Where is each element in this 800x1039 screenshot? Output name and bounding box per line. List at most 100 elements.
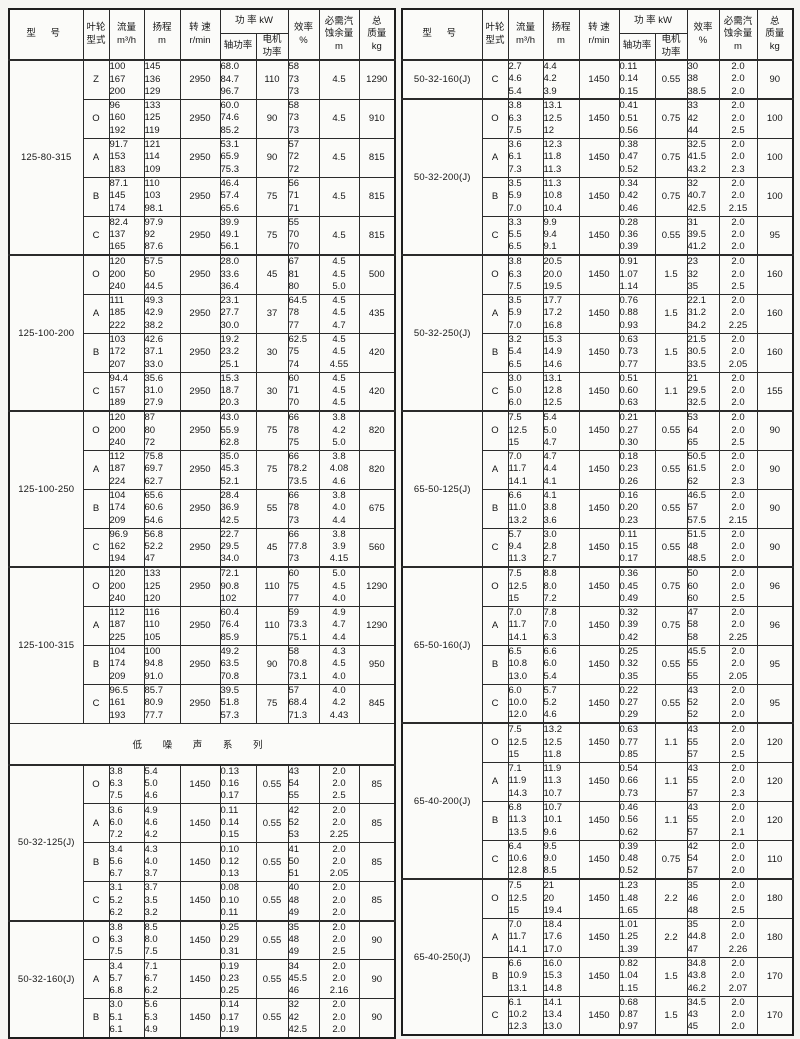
impeller-type-cell: B [481, 644, 509, 685]
npsh-cell: 2.0 2.0 2.0 [718, 683, 758, 724]
shaft-power-cell: 0.82 1.04 1.15 [618, 956, 656, 997]
speed-cell: 2950 [179, 176, 221, 217]
npsh-cell: 3.8 4.08 4.6 [318, 449, 360, 490]
head-cell: 10.7 10.1 9.6 [542, 800, 580, 841]
motor-power-cell: 2.2 [654, 878, 688, 919]
motor-power-cell: 90 [255, 137, 289, 178]
motor-power-cell: 75 [255, 176, 289, 217]
npsh-cell: 2.0 2.0 2.0 [318, 998, 360, 1038]
mass-cell: 160 [756, 332, 794, 373]
flow-cell: 5.7 9.4 11.3 [507, 527, 544, 568]
shaft-power-cell: 0.10 0.12 0.13 [219, 842, 257, 882]
impeller-type-cell: A [481, 917, 509, 958]
efficiency-cell: 35 44.8 47 [686, 917, 720, 958]
efficiency-cell: 55 70 70 [287, 215, 320, 256]
speed-cell: 1450 [179, 919, 221, 960]
efficiency-cell: 59 73.3 75.1 [287, 605, 320, 646]
table-row: B 87.1 145 174 110 103 98.1 2950 46.4 57.4 65.6 75 5… [9, 176, 396, 217]
mass-cell: 1290 [358, 566, 396, 607]
impeller-type-cell: O [82, 410, 110, 451]
impeller-type-cell: A [82, 293, 110, 334]
speed-cell: 2950 [179, 566, 221, 607]
head-cell: 8.5 8.0 7.5 [143, 919, 181, 960]
head-cell: 5.6 5.3 4.9 [143, 998, 181, 1038]
impeller-type-cell: B [481, 488, 509, 529]
npsh-cell: 2.0 2.0 2.16 [318, 959, 360, 999]
speed-cell: 1450 [578, 59, 620, 100]
npsh-cell: 4.0 4.2 4.43 [318, 683, 360, 724]
header-head: 扬程 m [143, 8, 181, 61]
efficiency-cell: 43 52 52 [686, 683, 720, 724]
mass-cell: 85 [358, 803, 396, 843]
head-cell: 21 20 19.4 [542, 878, 580, 919]
series-banner: 低 噪 声 系 列 [8, 722, 396, 765]
motor-power-cell: 0.55 [654, 410, 688, 451]
table-row: 50-32-160(J) O 3.8 6.3 7.5 8.5 8.0 7.5 1450 0.25 0… [8, 919, 396, 1038]
efficiency-cell: 58 73 73 [287, 98, 320, 139]
efficiency-cell: 57 72 72 [287, 137, 320, 178]
npsh-cell: 4.5 [318, 98, 360, 139]
head-cell: 12.3 11.8 11.3 [542, 137, 580, 178]
npsh-cell: 2.0 2.0 2.26 [718, 917, 758, 958]
npsh-cell: 3.8 4.2 5.0 [318, 410, 360, 451]
mass-cell: 170 [756, 956, 794, 997]
flow-cell: 94.4 157 189 [108, 371, 145, 412]
header-efficiency: 效率% [686, 8, 720, 61]
head-cell: 56.8 52.2 47 [143, 527, 181, 568]
npsh-cell: 2.0 2.0 2.0 [718, 839, 758, 880]
speed-cell: 1450 [179, 998, 221, 1038]
npsh-cell: 2.0 2.0 2.5 [718, 410, 758, 451]
motor-power-cell: 0.55 [654, 59, 688, 100]
table-header: 型 号 叶轮 型式 流量 m³/h 扬程 m 转 速 r/min 功 率 kW 效率% … [401, 8, 794, 61]
head-cell: 4.7 4.4 4.1 [542, 449, 580, 490]
speed-cell: 1450 [578, 254, 620, 295]
efficiency-cell: 33 42 44 [686, 98, 720, 139]
efficiency-cell: 47 58 58 [686, 605, 720, 646]
table-row: O 96 160 192 133 125 119 2950 60.0 74.6 85.2 90 58 73… [9, 98, 396, 139]
speed-cell: 1450 [578, 956, 620, 997]
head-cell: 15.3 14.9 14.6 [542, 332, 580, 373]
shaft-power-cell: 0.63 0.77 0.85 [618, 722, 656, 763]
head-cell: 133 125 119 [143, 98, 181, 139]
impeller-type-cell: O [481, 410, 509, 451]
impeller-type-cell: O [481, 254, 509, 295]
efficiency-cell: 31 39.5 41.2 [686, 215, 720, 256]
mass-cell: 160 [756, 254, 794, 295]
shaft-power-cell: 0.91 1.07 1.14 [618, 254, 656, 295]
impeller-type-cell: A [481, 449, 509, 490]
motor-power-cell: 1.1 [654, 800, 688, 841]
head-cell: 13.1 12.8 12.5 [542, 371, 580, 412]
mass-cell: 95 [756, 215, 794, 256]
speed-cell: 1450 [578, 878, 620, 919]
motor-power-cell: 2.2 [654, 917, 688, 958]
mass-cell: 100 [756, 98, 794, 139]
mass-cell: 180 [756, 917, 794, 958]
efficiency-cell: 67 81 80 [287, 254, 320, 295]
shaft-power-cell: 0.41 0.51 0.56 [618, 98, 656, 139]
head-cell: 9.9 9.4 9.1 [542, 215, 580, 256]
impeller-type-cell: O [82, 98, 110, 139]
npsh-cell: 2.0 2.0 2.5 [718, 566, 758, 607]
table-row: 50-32-160(J) C 2.7 4.6 5.4 4.4 4.2 3.9 1450 0.11 0… [401, 59, 794, 100]
shaft-power-cell: 35.0 45.3 52.1 [219, 449, 257, 490]
table-row: 125-100-315 O 120 200 240 133 125 120 2950 72.1 90… [8, 566, 396, 724]
npsh-cell: 2.0 2.0 2.5 [718, 254, 758, 295]
mass-cell: 100 [756, 176, 794, 217]
header-power: 功 率 kW [618, 8, 688, 34]
motor-power-cell: 110 [255, 59, 289, 100]
header-impeller: 叶轮 型式 [481, 8, 509, 61]
speed-cell: 2950 [179, 488, 221, 529]
efficiency-cell: 50 60 60 [686, 566, 720, 607]
motor-power-cell: 0.55 [255, 998, 289, 1038]
npsh-cell: 2.0 2.0 2.15 [718, 488, 758, 529]
motor-power-cell: 0.55 [654, 449, 688, 490]
mass-cell: 560 [358, 527, 396, 568]
impeller-type-cell: O [481, 566, 509, 607]
efficiency-cell: 46.5 57 57.5 [686, 488, 720, 529]
model-cell: 50-32-250(J) [401, 254, 483, 412]
head-cell: 35.6 31.0 27.9 [143, 371, 181, 412]
shaft-power-cell: 39.5 51.8 57.3 [219, 683, 257, 724]
npsh-cell: 2.0 2.0 2.05 [318, 842, 360, 882]
efficiency-cell: 42 54 57 [686, 839, 720, 880]
model-cell: 65-50-125(J) [401, 410, 483, 568]
